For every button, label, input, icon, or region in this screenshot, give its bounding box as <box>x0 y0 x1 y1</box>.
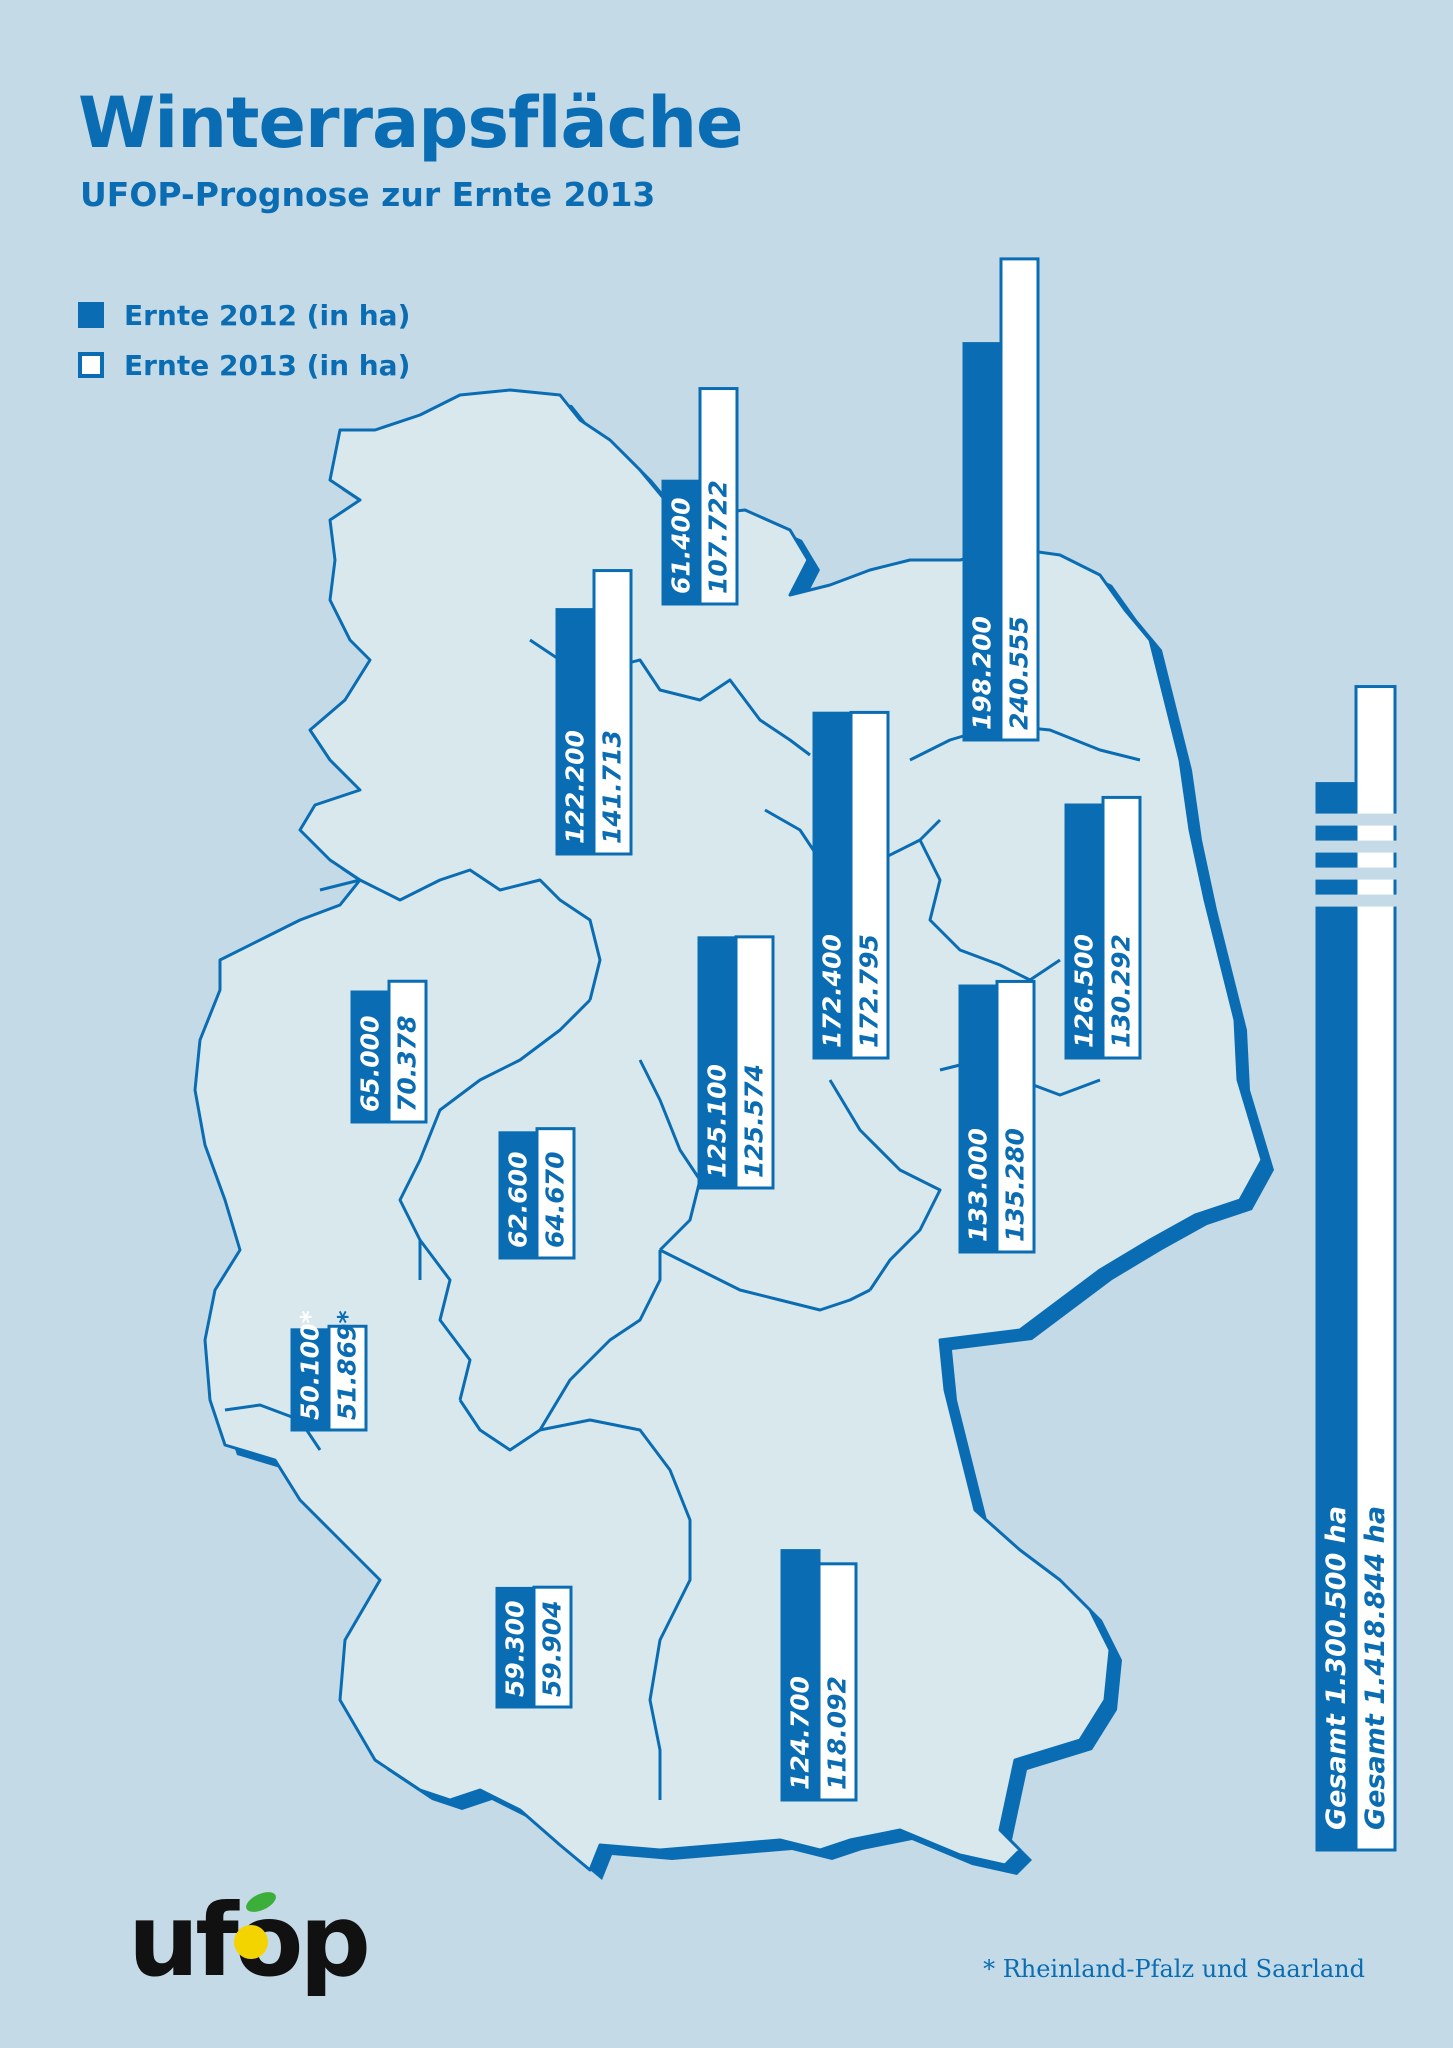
bar-2013 <box>698 387 739 606</box>
bar-2013 <box>999 257 1040 742</box>
bar-label-2012: 62.600 <box>504 1152 533 1248</box>
bar-label-2012: 124.700 <box>786 1676 815 1790</box>
bar-group-5 <box>1064 795 1142 1060</box>
legend-item-2013: Ernte 2013 (in ha) <box>78 340 410 390</box>
legend-label-2013: Ernte 2013 (in ha) <box>124 348 411 382</box>
border-nrw-he <box>398 998 592 1280</box>
bar-2012 <box>661 479 702 606</box>
legend-swatch-2013 <box>78 352 104 378</box>
axis-break-mark <box>1313 813 1399 826</box>
legend-label-2012: Ernte 2012 (in ha) <box>124 298 411 332</box>
bar-group-9 <box>498 1127 576 1260</box>
bar-label-2012: 198.200 <box>968 616 997 730</box>
bar-2012 <box>290 1328 331 1432</box>
bar-label-2012: 172.400 <box>818 934 847 1048</box>
bar-label-2013: 141.713 <box>598 730 627 844</box>
bar-label-2012: 122.200 <box>561 730 590 844</box>
legend-item-2012: Ernte 2012 (in ha) <box>78 290 410 340</box>
bar-label-2012: 65.000 <box>356 1016 385 1112</box>
bar-label-2013: 64.670 <box>541 1152 570 1248</box>
border-nrw-ni <box>319 868 602 1001</box>
bar-2013 <box>849 710 890 1060</box>
bar-group-10 <box>290 1324 368 1432</box>
bar-label-2013: 240.555 <box>1005 616 1034 730</box>
bar-group-8 <box>958 979 1036 1254</box>
bar-2013 <box>532 1585 573 1709</box>
border-rp-bw <box>458 1399 541 1452</box>
total-bar-2013 <box>1354 685 1397 1852</box>
footnote: * Rheinland-Pfalz und Saarland <box>983 1955 1365 1983</box>
axis-break-mark <box>1313 894 1399 907</box>
border-he-th <box>638 1059 702 1252</box>
bar-2012 <box>555 608 596 856</box>
axis-break-mark <box>1313 840 1399 853</box>
bar-label-2012: 133.000 <box>964 1128 993 1242</box>
logo-seed-icon <box>234 1925 268 1959</box>
axis-break-mark <box>1313 867 1399 880</box>
bar-2012 <box>697 936 738 1190</box>
bar-2012 <box>812 711 853 1060</box>
bar-2013 <box>387 979 428 1124</box>
bar-2012 <box>1064 803 1105 1060</box>
border-saarland <box>224 1403 322 1451</box>
bar-2013 <box>327 1324 368 1432</box>
border-he-by <box>538 1250 662 1431</box>
border-bw-by <box>539 1418 692 1800</box>
bar-label-2012: 61.400 <box>667 498 696 594</box>
bar-label-2013: 125.574 <box>740 1064 769 1178</box>
bar-label-2012: 125.100 <box>703 1064 732 1178</box>
bar-label-2013: 135.280 <box>1001 1128 1030 1242</box>
border-rp-he <box>418 1239 472 1401</box>
bar-label-2013: 70.378 <box>393 1016 422 1112</box>
ufop-logo: ufop <box>128 1882 368 1999</box>
page-subtitle: UFOP-Prognose zur Ernte 2013 <box>80 175 656 214</box>
bar-2013 <box>535 1127 576 1260</box>
total-bar-2012 <box>1315 782 1358 1852</box>
bar-2013 <box>592 569 633 856</box>
bar-group-6 <box>350 979 428 1124</box>
bar-group-11 <box>495 1585 573 1709</box>
page-title: Winterrapsfläche <box>78 82 744 164</box>
bar-group-2 <box>555 569 633 856</box>
bar-2012 <box>962 342 1003 742</box>
bar-label-2012: 59.300 <box>501 1601 530 1697</box>
border-th-sn <box>828 1079 942 1291</box>
border-th-by <box>659 1248 871 1312</box>
bar-label-2013: 118.092 <box>823 1676 852 1790</box>
bar-2012 <box>958 984 999 1254</box>
bar-group-4 <box>812 710 890 1060</box>
bar-label-2013: 51.869* <box>333 1310 362 1420</box>
bar-group-7 <box>697 935 775 1190</box>
bar-label-2013: 130.292 <box>1107 934 1136 1048</box>
bar-2012 <box>780 1549 821 1802</box>
bars-layer: 61.400 107.722 122.200 141.713 198.200 240.55… <box>290 257 1399 1852</box>
bar-label-2013: 172.795 <box>855 934 884 1048</box>
total-label-2012: Gesamt 1.300.500 ha <box>1321 1506 1352 1830</box>
bar-label-2012: 126.500 <box>1070 934 1099 1048</box>
bar-group-3 <box>962 257 1040 742</box>
bar-label-2013: 59.904 <box>538 1601 567 1697</box>
total-label-2013: Gesamt 1.418.844 ha <box>1360 1506 1391 1830</box>
bar-2012 <box>498 1131 539 1260</box>
bar-label-2012: 50.100* <box>296 1310 325 1420</box>
bar-group-1 <box>661 387 739 606</box>
bar-2013 <box>995 979 1036 1254</box>
bar-2013 <box>1101 795 1142 1060</box>
bar-group-12 <box>780 1549 858 1802</box>
bar-2013 <box>817 1562 858 1802</box>
bar-label-2013: 107.722 <box>704 480 733 594</box>
legend: Ernte 2012 (in ha) Ernte 2013 (in ha) <box>78 290 410 390</box>
bar-2013 <box>734 935 775 1190</box>
bar-2012 <box>495 1586 536 1709</box>
logo-leaf-icon <box>246 1892 276 1912</box>
legend-swatch-2012 <box>78 302 104 328</box>
